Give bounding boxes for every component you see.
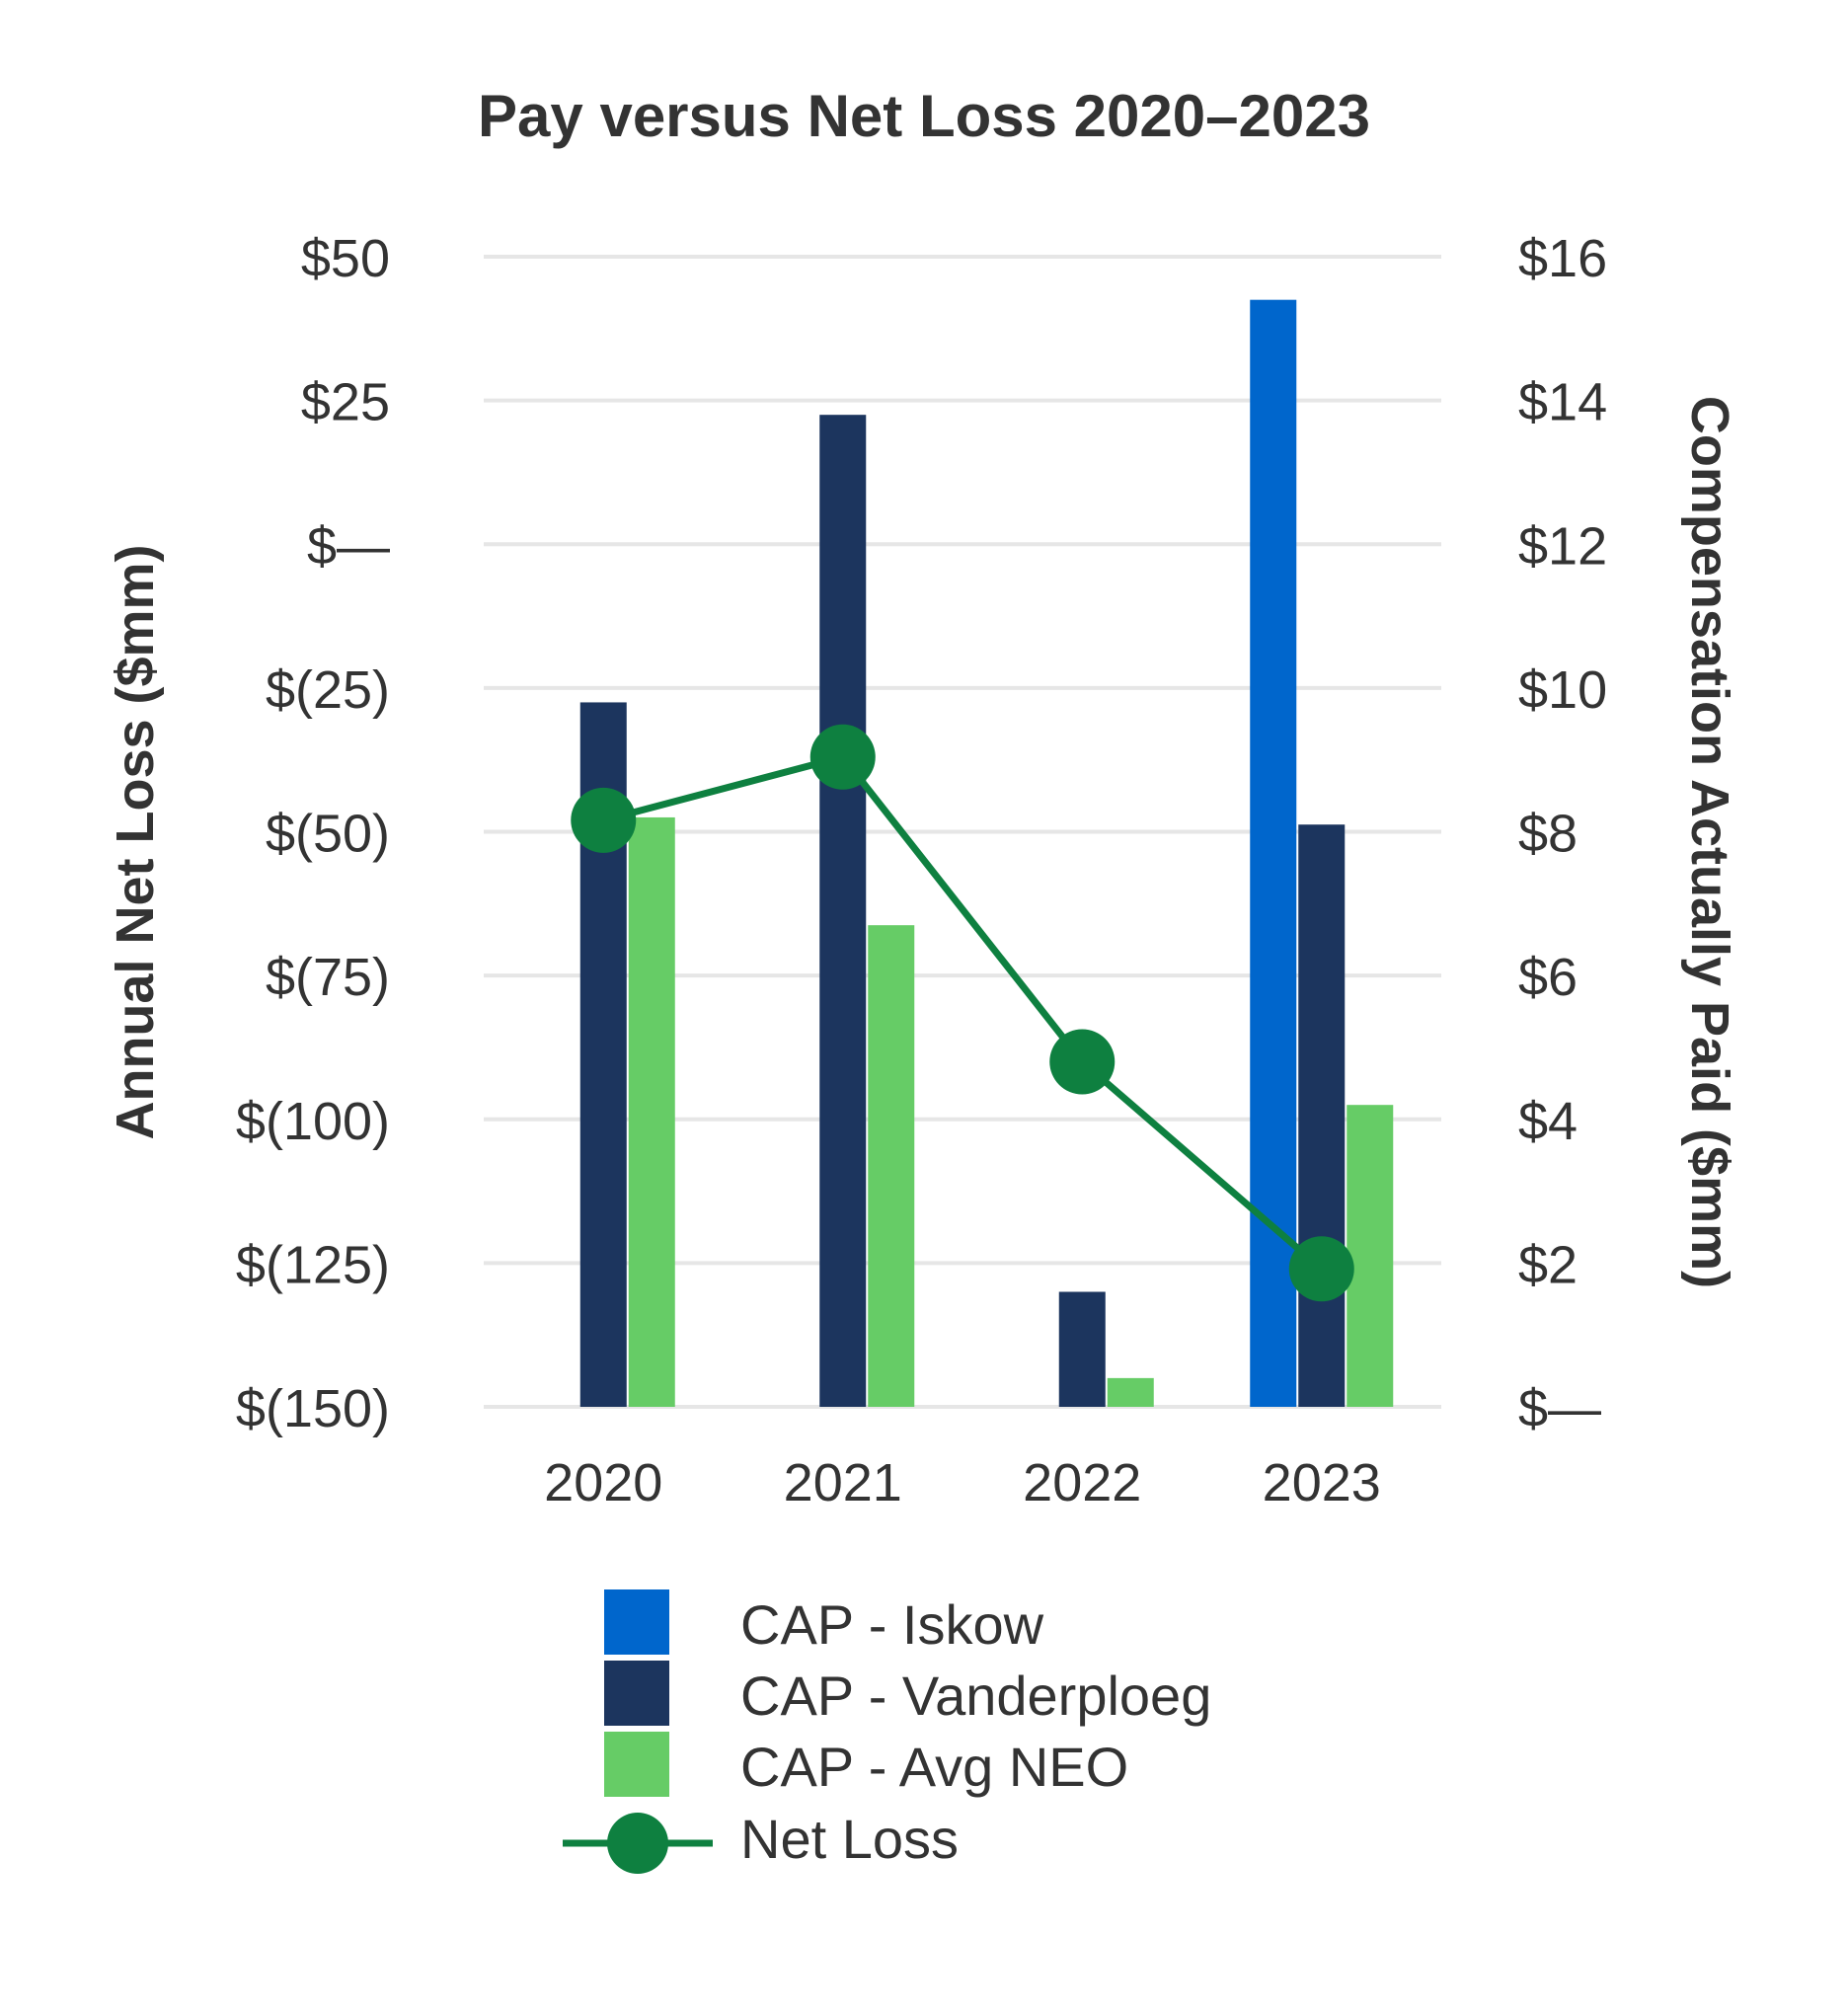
legend-swatch-iskow — [604, 1589, 669, 1655]
net-loss-line — [571, 724, 1354, 1302]
net-loss-point-2020 — [571, 787, 637, 853]
net-loss-point-2021 — [809, 724, 876, 790]
left-tick-label: $(25) — [266, 660, 390, 720]
right-tick-label: $2 — [1518, 1235, 1578, 1294]
bar-cap-avg-neo-2023 — [1347, 1105, 1394, 1407]
legend: CAP - Iskow CAP - Vanderploeg CAP - Avg … — [563, 1589, 1211, 1874]
net-loss-polyline — [602, 752, 1325, 1272]
right-tick-label: $6 — [1518, 948, 1578, 1007]
right-axis-title: Compensation Actually Paid ($mm) — [1680, 396, 1739, 1288]
legend-label-avg-neo: CAP - Avg NEO — [740, 1736, 1128, 1798]
bar-cap-avg-neo-2021 — [868, 925, 915, 1407]
right-tick-label: $12 — [1518, 516, 1607, 576]
right-axis-ticks: $16 $14 $12 $10 $8 $6 $4 $2 $— — [1518, 229, 1607, 1438]
left-tick-label: $(50) — [266, 805, 390, 864]
left-axis-ticks: $50 $25 $— $(25) $(50) $(75) $(100) $(125) $(150… — [236, 229, 390, 1438]
right-tick-label: $14 — [1518, 373, 1607, 432]
legend-marker-net-loss — [607, 1813, 668, 1874]
bar-cap-iskow-2023 — [1250, 299, 1297, 1407]
left-tick-label: $(125) — [236, 1235, 390, 1294]
net-loss-point-2022 — [1049, 1029, 1116, 1095]
legend-label-iskow: CAP - Iskow — [740, 1593, 1044, 1656]
left-axis-title: Annual Net Loss ($mm) — [106, 544, 165, 1139]
bars — [579, 299, 1394, 1407]
legend-label-vanderploeg: CAP - Vanderploeg — [740, 1665, 1211, 1727]
left-tick-label: $50 — [301, 229, 390, 288]
right-tick-label: $8 — [1518, 805, 1578, 864]
legend-swatch-vanderploeg — [604, 1661, 669, 1726]
net-loss-point-2023 — [1288, 1236, 1354, 1302]
x-axis-ticks: 2020 2021 2022 2023 — [544, 1453, 1381, 1512]
right-tick-label: $— — [1518, 1379, 1601, 1438]
x-tick-label: 2022 — [1023, 1453, 1141, 1512]
left-tick-label: $— — [307, 516, 390, 576]
left-tick-label: $(100) — [236, 1092, 390, 1151]
left-tick-label: $(150) — [236, 1379, 390, 1438]
x-tick-label: 2023 — [1263, 1453, 1381, 1512]
right-tick-label: $4 — [1518, 1092, 1578, 1151]
x-tick-label: 2020 — [544, 1453, 662, 1512]
bar-cap-avg-neo-2022 — [1107, 1377, 1154, 1407]
legend-swatch-avg-neo — [604, 1732, 669, 1797]
legend-label-net-loss: Net Loss — [740, 1808, 959, 1870]
left-tick-label: $25 — [301, 373, 390, 432]
bar-cap-vanderploeg-2022 — [1058, 1291, 1106, 1407]
chart-title: Pay versus Net Loss 2020–2023 — [478, 83, 1370, 149]
right-tick-label: $10 — [1518, 660, 1607, 720]
x-tick-label: 2021 — [784, 1453, 902, 1512]
right-tick-label: $16 — [1518, 229, 1607, 288]
bar-cap-vanderploeg-2021 — [819, 415, 867, 1407]
left-tick-label: $(75) — [266, 948, 390, 1007]
bar-cap-vanderploeg-2023 — [1298, 824, 1346, 1407]
bar-cap-avg-neo-2020 — [628, 816, 675, 1407]
